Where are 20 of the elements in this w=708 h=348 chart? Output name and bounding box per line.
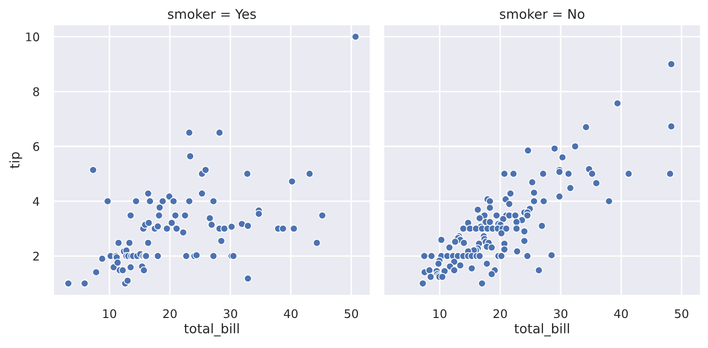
x-axis-title: total_bill [184, 323, 239, 336]
x-tick-label: 30 [224, 309, 238, 318]
x-tick-label: 30 [554, 309, 568, 318]
x-tick-label: 40 [614, 309, 628, 318]
x-tick-label: 20 [494, 309, 507, 318]
x-axis-title: total_bill [514, 323, 569, 336]
chart-title: smoker = No [500, 8, 584, 19]
x-tick-label: 50 [674, 309, 688, 318]
chart-title: smoker = Yes [168, 8, 256, 19]
y-tick-label: 8 [33, 87, 40, 96]
x-tick-label: 10 [434, 309, 446, 318]
y-tick-label: 2 [33, 252, 39, 261]
y-axis-title: tip [9, 152, 22, 168]
y-tick-label: 10 [26, 32, 40, 42]
x-tick-label: 50 [344, 309, 358, 318]
y-tick-label: 4 [32, 197, 40, 206]
y-tick-label: 6 [33, 142, 40, 152]
x-tick-label: 40 [284, 309, 298, 318]
x-tick-label: 10 [103, 309, 116, 318]
x-tick-label: 20 [163, 309, 177, 318]
